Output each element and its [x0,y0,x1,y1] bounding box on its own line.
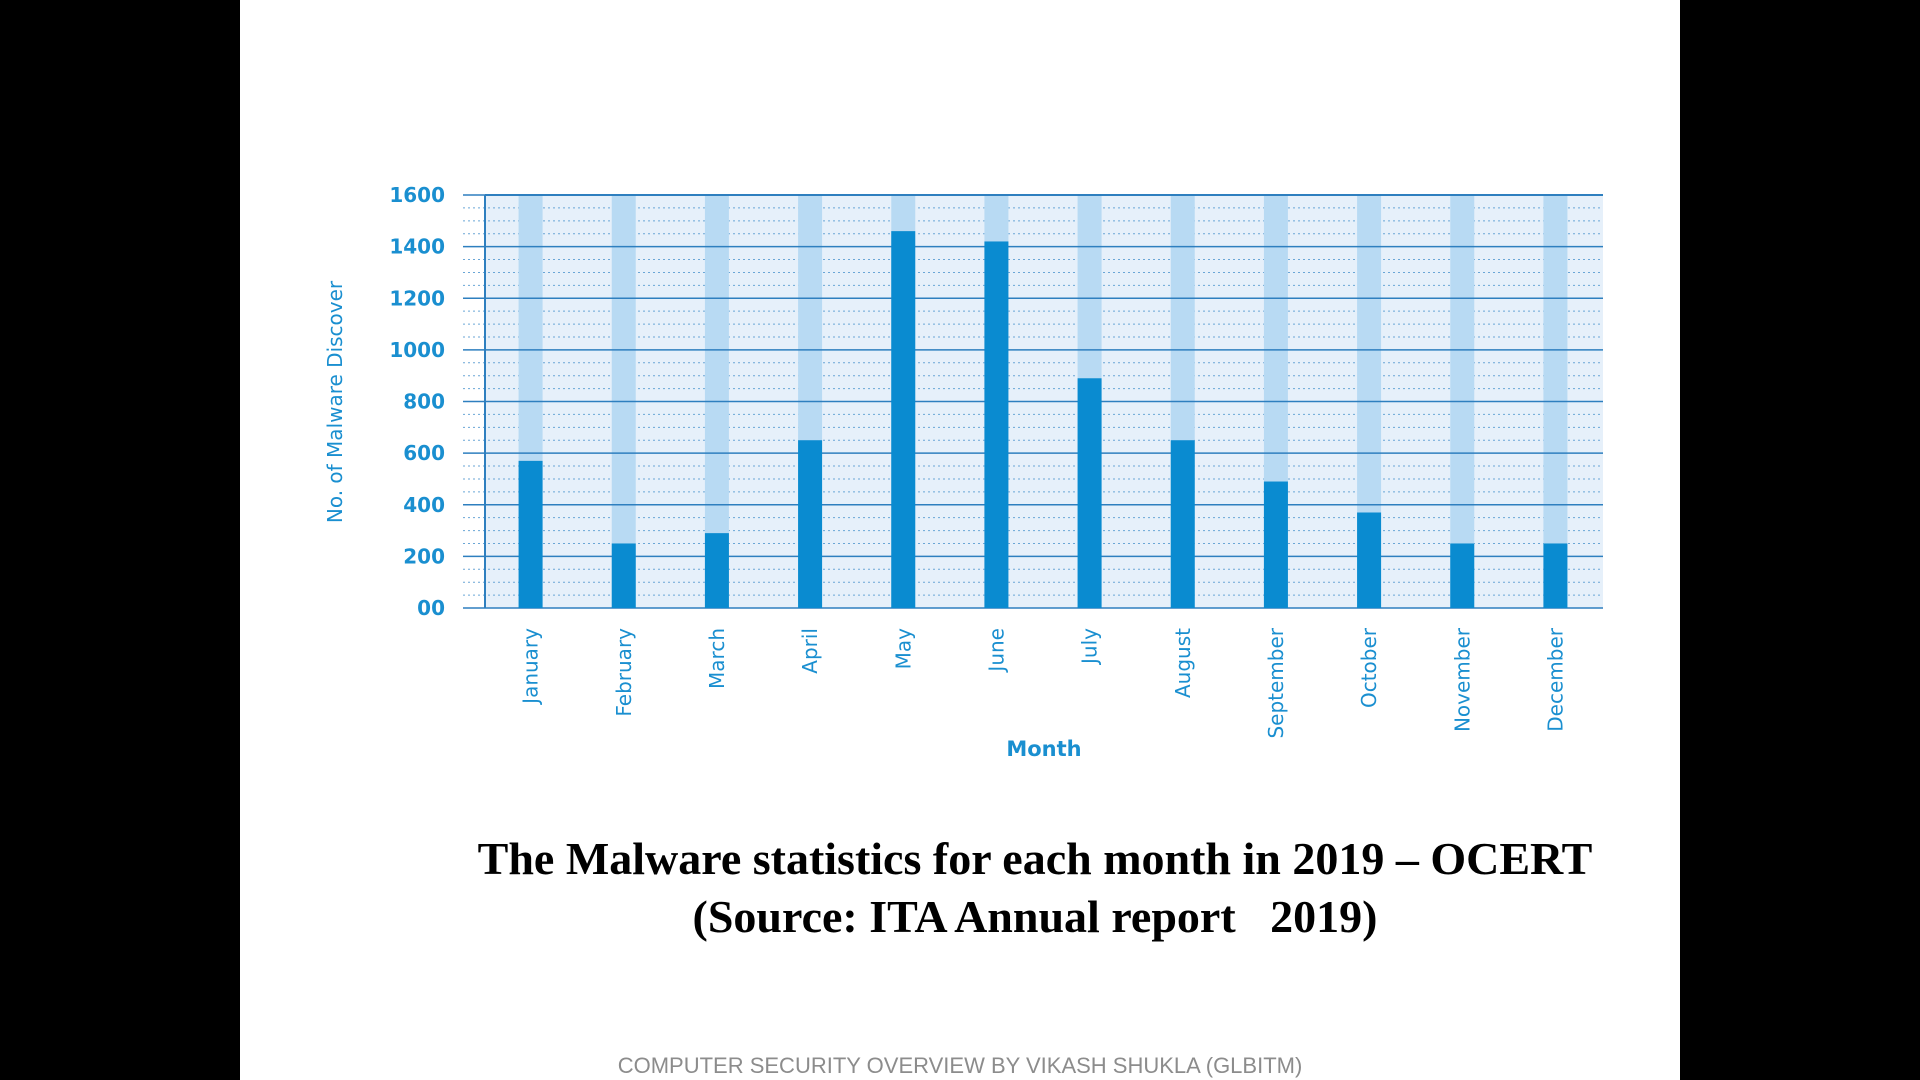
x-tick-label: March [705,628,729,689]
x-tick-label: December [1543,627,1567,731]
bar-august [1170,440,1195,608]
bar-june [984,241,1009,608]
slide-footer: COMPUTER SECURITY OVERVIEW BY VIKASH SHU… [617,1053,1303,1078]
x-tick-label: August [1171,628,1195,698]
y-axis-title: No. of Malware Discover [323,280,347,523]
bar-july [1077,378,1102,608]
x-tick-label: February [612,628,636,717]
bar-november [1450,543,1475,608]
y-tick-label: 00 [417,596,445,620]
y-tick-label: 200 [403,544,445,568]
malware-bar-chart: 00 200 400 600 800 1000 1200 1400 1600 January Feb… [323,183,1603,761]
x-tick-label: November [1450,627,1474,732]
y-tick-label: 1600 [389,183,445,207]
y-tick-label: 600 [403,441,445,465]
bar-may [891,231,916,608]
x-tick-label: July [1078,628,1102,666]
bar-october [1357,512,1382,608]
y-tick-label: 1000 [389,338,445,362]
bar-march [704,533,729,608]
y-tick-label: 400 [403,493,445,517]
caption-line-2: (Source: ITA Annual report 2019) [692,891,1378,942]
x-tick-label: April [798,628,822,674]
x-tick-label: May [891,628,915,670]
y-tick-label: 1200 [389,286,445,310]
caption-line-1: The Malware statistics for each month in… [477,833,1593,884]
x-tick-label: June [984,628,1008,674]
bar-december [1543,543,1568,608]
x-tick-label: January [519,628,543,706]
chart-caption: The Malware statistics for each month in… [390,830,1680,946]
slide: 00 200 400 600 800 1000 1200 1400 1600 January Feb… [240,0,1680,1080]
y-tick-label: 1400 [389,235,445,259]
bar-february [611,543,636,608]
bar-january [518,460,543,608]
bar-september [1263,481,1288,608]
bar-april [798,440,823,608]
x-tick-label: September [1264,627,1288,738]
x-tick-label: October [1357,627,1381,708]
y-tick-label: 800 [403,390,445,414]
x-axis-title: Month [1006,737,1081,761]
